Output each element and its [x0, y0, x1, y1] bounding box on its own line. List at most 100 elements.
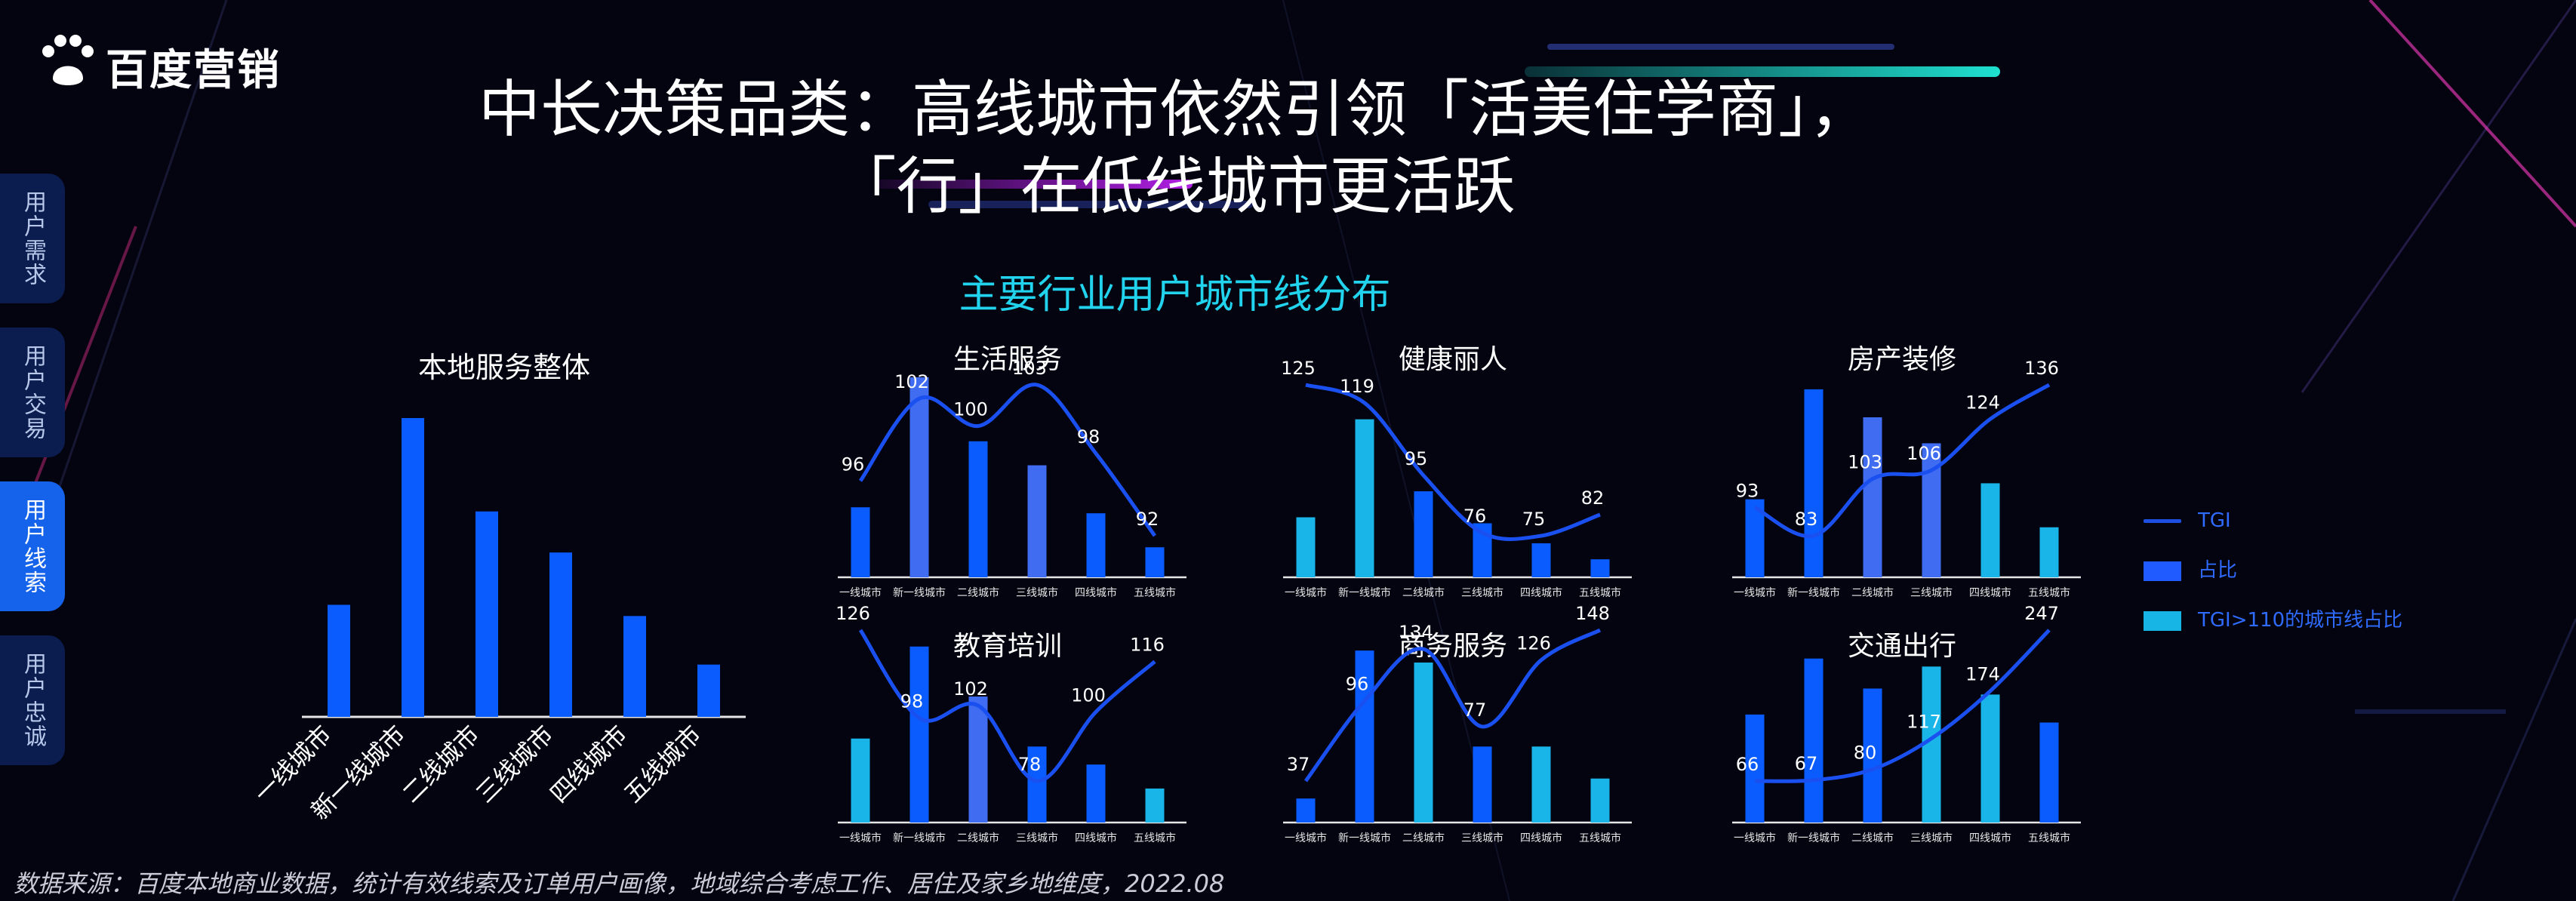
- tick-label: 三线城市: [1016, 832, 1058, 844]
- bar: [1804, 658, 1824, 823]
- side-tab-user-leads[interactable]: 用户线索: [0, 481, 65, 611]
- tick-label: 一线城市: [839, 832, 882, 844]
- bar: [2039, 722, 2059, 823]
- tick-label: 四线城市: [1520, 832, 1562, 844]
- data-label: 134: [1399, 622, 1433, 643]
- data-label: 126: [836, 603, 870, 624]
- chart-title: 教育培训: [953, 631, 1062, 662]
- data-label: 98: [1077, 426, 1100, 447]
- bar: [697, 664, 720, 717]
- tgi-line: [1303, 628, 1602, 783]
- tick-label: 五线城市: [618, 720, 706, 808]
- tgi-line: [858, 383, 1157, 537]
- tick-label: 五线城市: [1134, 586, 1176, 599]
- data-label: 76: [1463, 506, 1487, 527]
- data-label: 96: [842, 454, 865, 475]
- bar: [549, 552, 572, 717]
- legend-cyan-swatch: [2144, 611, 2181, 631]
- data-label: 103: [1848, 452, 1882, 473]
- tgi-line: [1753, 383, 2051, 539]
- data-label: 98: [900, 691, 924, 712]
- data-label: 125: [1281, 358, 1316, 379]
- bar: [909, 646, 929, 823]
- data-label: 82: [1581, 487, 1605, 509]
- tick-label: 二线城市: [957, 586, 999, 599]
- tick-label: 一线城市: [1734, 586, 1776, 599]
- tick-label: 五线城市: [1579, 586, 1621, 599]
- data-label: 75: [1522, 509, 1546, 530]
- data-label: 100: [953, 399, 988, 420]
- data-label: 106: [1907, 443, 1941, 464]
- bar: [328, 604, 350, 717]
- data-label: 67: [1795, 753, 1818, 774]
- tick-label: 三线城市: [1910, 832, 1953, 844]
- data-label: 92: [1136, 509, 1159, 530]
- bar: [1086, 513, 1106, 577]
- side-tab-user-transaction[interactable]: 用户交易: [0, 327, 65, 457]
- tick-label: 新一线城市: [1787, 832, 1840, 844]
- tick-label: 三线城市: [1461, 586, 1503, 599]
- tick-label: 五线城市: [1579, 832, 1621, 844]
- tgi-line: [1305, 383, 1601, 541]
- bar: [1590, 559, 1610, 577]
- data-label: 66: [1736, 754, 1759, 775]
- legend-line-swatch: [2144, 519, 2181, 523]
- brand-logo-text: 百度营销: [106, 46, 281, 95]
- data-label: 77: [1463, 700, 1487, 721]
- bar: [1473, 746, 1492, 823]
- tick-label: 二线城市: [1851, 832, 1894, 844]
- data-label: 95: [1405, 448, 1428, 469]
- data-label: 102: [953, 678, 988, 700]
- bar: [402, 418, 424, 717]
- data-label: 117: [1907, 712, 1941, 733]
- tick-label: 四线城市: [1969, 832, 2011, 844]
- data-label: 174: [1965, 664, 2000, 685]
- chart-title: 生活服务: [953, 344, 1062, 375]
- legend-label: TGI: [2198, 509, 2231, 532]
- tick-label: 一线城市: [1734, 832, 1776, 844]
- data-label: 78: [1018, 754, 1042, 775]
- tick-label: 四线城市: [1075, 832, 1117, 844]
- tick-label: 四线城市: [544, 720, 632, 808]
- bar: [1414, 491, 1433, 577]
- bar: [623, 616, 646, 717]
- tick-label: 二线城市: [957, 832, 999, 844]
- side-tab-user-demand[interactable]: 用户需求: [0, 174, 65, 303]
- bar: [1027, 746, 1047, 823]
- legend-label: 占比: [2198, 559, 2238, 582]
- bar: [851, 507, 870, 577]
- bar: [1590, 778, 1610, 823]
- tick-label: 一线城市: [839, 586, 882, 599]
- tick-label: 三线城市: [470, 720, 559, 808]
- side-tab-user-loyalty[interactable]: 用户忠诚: [0, 635, 65, 765]
- bar: [1863, 688, 1882, 823]
- tick-label: 四线城市: [1520, 586, 1562, 599]
- data-label: 37: [1287, 754, 1310, 775]
- tick-label: 五线城市: [1134, 832, 1176, 844]
- tick-label: 四线城市: [1969, 586, 2011, 599]
- bar: [851, 738, 870, 823]
- section-subtitle: 主要行业用户城市线分布: [959, 272, 1391, 318]
- side-tab-label: 用户线索: [20, 498, 46, 595]
- bar: [1531, 746, 1551, 823]
- bar: [1027, 465, 1047, 577]
- bar: [1980, 694, 2000, 823]
- data-label: 148: [1575, 603, 1610, 624]
- bar: [1145, 547, 1165, 577]
- bar: [1296, 517, 1316, 577]
- bar: [1296, 798, 1316, 823]
- bar: [909, 377, 929, 577]
- tick-label: 二线城市: [1851, 586, 1894, 599]
- tick-label: 五线城市: [2028, 586, 2070, 599]
- baidu-paw-logo-icon: [42, 35, 94, 85]
- tick-label: 新一线城市: [1338, 832, 1391, 844]
- bar: [968, 441, 988, 577]
- tick-label: 三线城市: [1461, 832, 1503, 844]
- page-title-line-2: 「行」在低线城市更活跃: [834, 151, 1516, 223]
- bar: [475, 511, 498, 717]
- tick-label: 二线城市: [396, 720, 485, 808]
- tick-label: 一线城市: [1285, 586, 1327, 599]
- data-label: 247: [2024, 603, 2059, 624]
- data-label: 96: [1346, 674, 1369, 695]
